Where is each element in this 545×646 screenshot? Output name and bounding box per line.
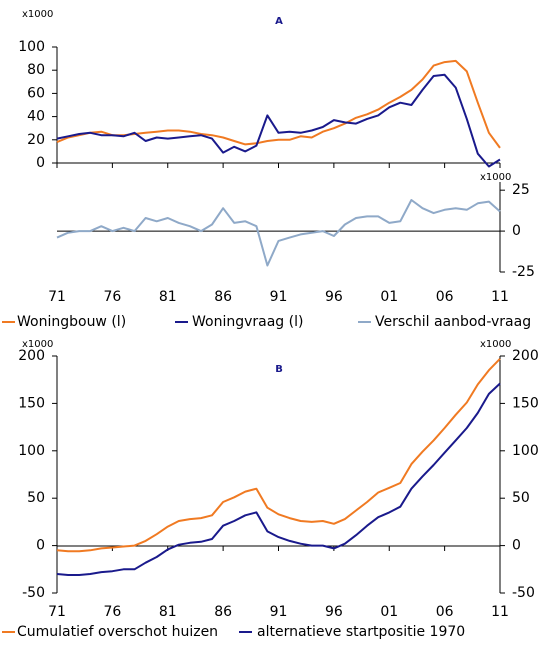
x-tick-label: 11	[491, 289, 509, 305]
x-tick-label: 91	[270, 289, 288, 305]
y-tick-label: 100	[18, 39, 45, 55]
x-tick-label: 86	[214, 289, 232, 305]
series-line	[56, 73, 501, 168]
x-tick-label: 96	[325, 289, 343, 305]
legend-label: Woningvraag (l)	[192, 314, 303, 330]
y-unit: x1000	[22, 339, 53, 350]
legend-label: Woningbouw (l)	[17, 314, 126, 330]
y2-unit: x1000	[480, 339, 511, 350]
y2-tick-label: 100	[512, 443, 539, 459]
y-tick-label: 80	[27, 62, 45, 78]
y2-tick-label: 50	[512, 490, 530, 506]
y2-tick-label: 0	[512, 223, 521, 239]
x-tick-label: 96	[325, 604, 343, 620]
x-tick-label: 91	[270, 604, 288, 620]
y-tick-label: 200	[18, 348, 45, 364]
series-line	[56, 199, 501, 267]
y-tick-label: 0	[36, 155, 45, 171]
panel-label: A	[275, 16, 283, 27]
x-tick-label: 01	[380, 289, 398, 305]
y-unit: x1000	[22, 9, 53, 20]
series-line	[56, 59, 501, 149]
y-tick-label: 40	[27, 109, 45, 125]
y-tick-label: -50	[22, 585, 45, 601]
x-tick-label: 71	[48, 289, 66, 305]
legend-label: Verschil aanbod-vraag	[375, 314, 531, 330]
y2-tick-label: -25	[512, 264, 535, 280]
y2-unit: x1000	[480, 172, 511, 183]
legend-label: alternatieve startpositie 1970	[257, 624, 465, 640]
x-tick-label: 86	[214, 604, 232, 620]
x-tick-label: 76	[103, 289, 121, 305]
y2-tick-label: 200	[512, 348, 539, 364]
y-tick-label: 60	[27, 85, 45, 101]
x-tick-label: 06	[436, 604, 454, 620]
x-tick-label: 81	[159, 604, 177, 620]
series-line	[56, 382, 501, 576]
y2-tick-label: 150	[512, 395, 539, 411]
y2-tick-label: 25	[512, 182, 530, 198]
x-tick-label: 76	[103, 604, 121, 620]
x-tick-label: 06	[436, 289, 454, 305]
x-tick-label: 81	[159, 289, 177, 305]
x-tick-label: 01	[380, 604, 398, 620]
series-line	[56, 358, 501, 553]
x-tick-label: 11	[491, 604, 509, 620]
y-tick-label: 150	[18, 395, 45, 411]
legend-label: Cumulatief overschot huizen	[17, 624, 218, 640]
panel-label: B	[275, 364, 283, 375]
y2-tick-label: -50	[512, 585, 535, 601]
x-tick-label: 71	[48, 604, 66, 620]
y-tick-label: 20	[27, 132, 45, 148]
y-tick-label: 50	[27, 490, 45, 506]
y-tick-label: 100	[18, 443, 45, 459]
y-tick-label: 0	[36, 538, 45, 554]
y2-tick-label: 0	[512, 538, 521, 554]
